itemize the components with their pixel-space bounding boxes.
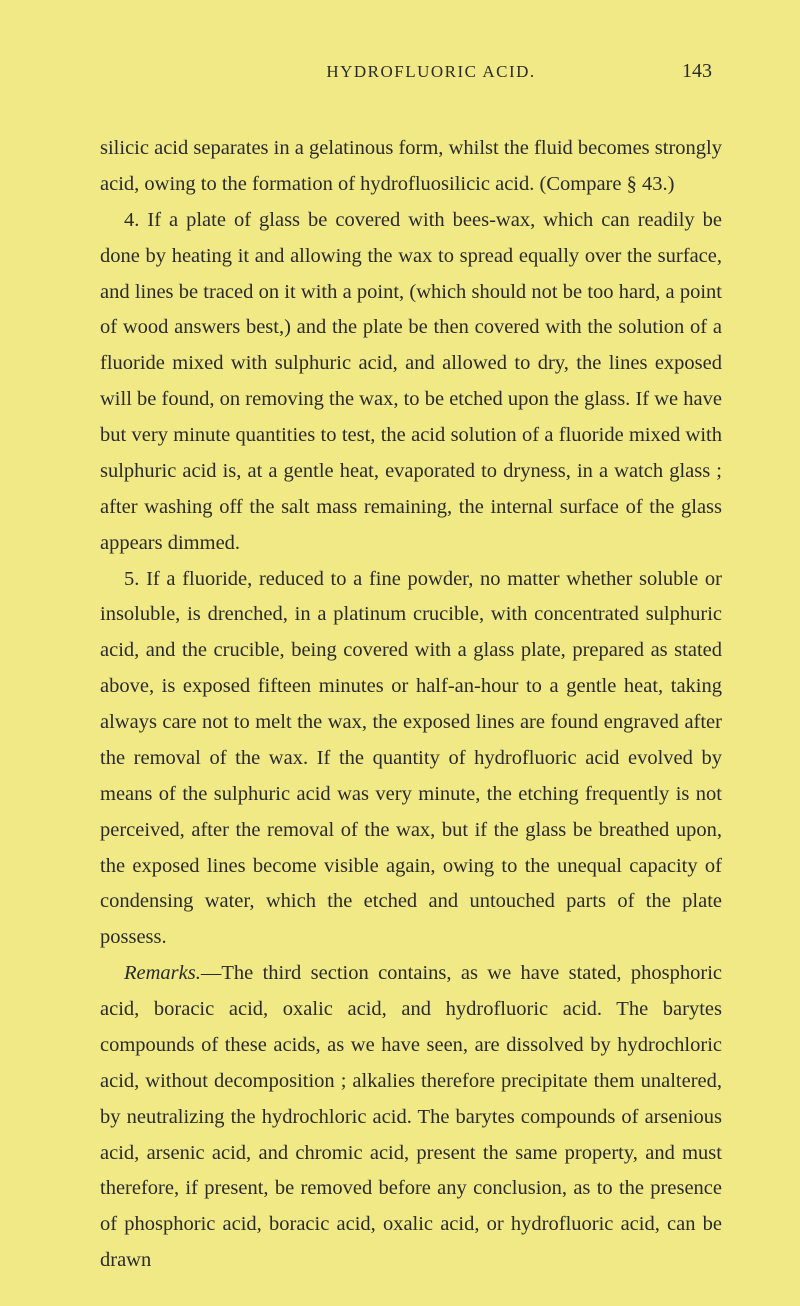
remarks-label: Remarks. [124,962,201,984]
paragraph-remarks: Remarks.—The third section contains, as … [100,956,722,1279]
header-title: HYDROFLUORIC ACID. [180,62,682,82]
document-page: HYDROFLUORIC ACID. 143 silicic acid sepa… [0,0,800,1306]
body-text: silicic acid separates in a gelatinous f… [100,131,722,1279]
paragraph-continuation: silicic acid separates in a gelatinous f… [100,131,722,203]
remarks-body: —The third section contains, as we have … [100,962,722,1271]
paragraph-4: 4. If a plate of glass be covered with b… [100,203,722,562]
page-header: HYDROFLUORIC ACID. 143 [100,60,722,83]
page-number: 143 [682,60,712,83]
paragraph-5: 5. If a fluoride, reduced to a fine powd… [100,562,722,957]
